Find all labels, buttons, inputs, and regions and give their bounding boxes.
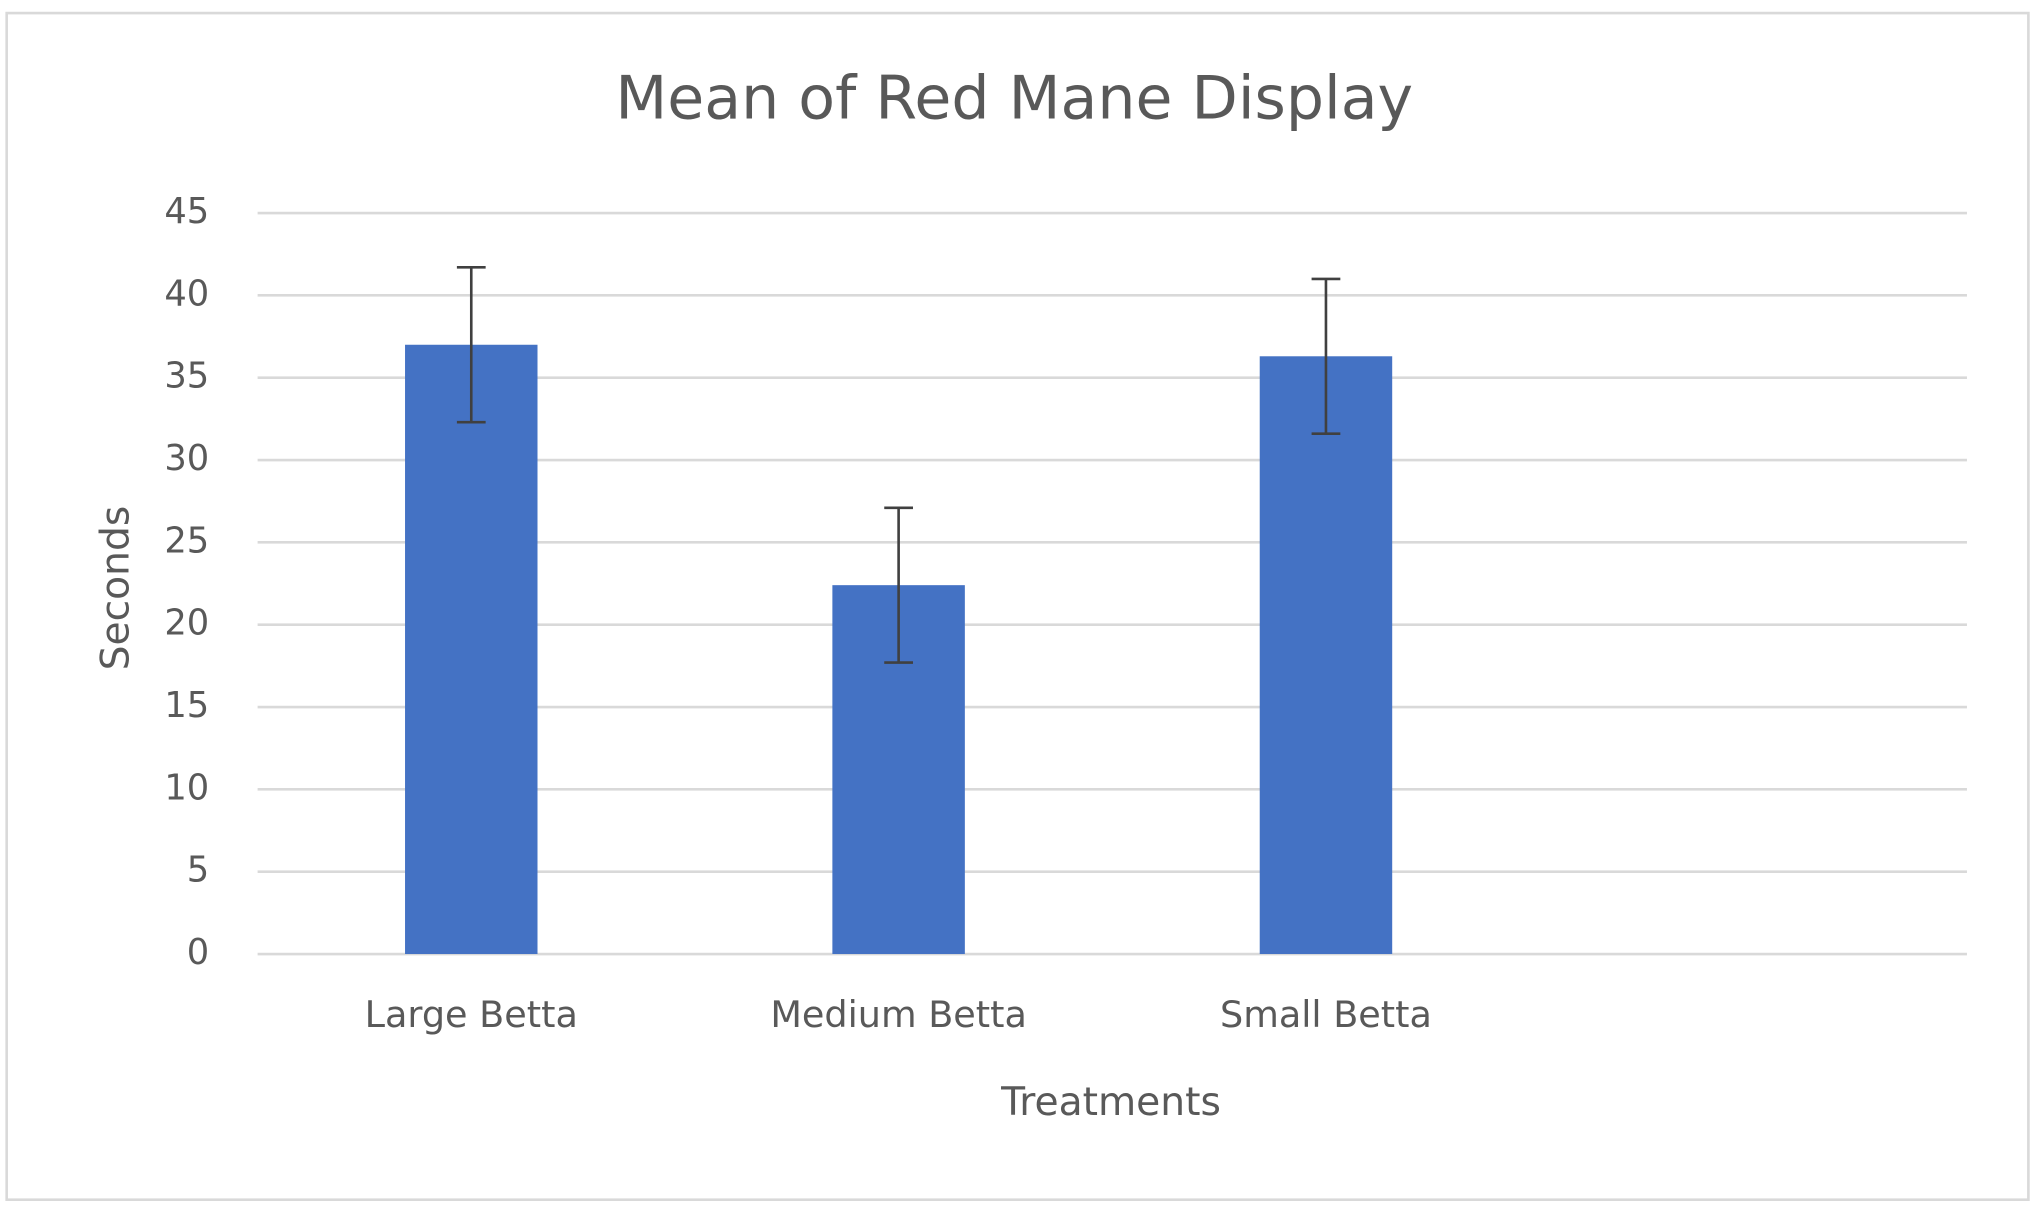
y-tick-label: 15 bbox=[164, 685, 209, 726]
y-tick-label: 45 bbox=[164, 191, 209, 232]
x-axis-label: Treatments bbox=[1000, 1080, 1221, 1125]
y-tick-label: 0 bbox=[187, 932, 209, 973]
y-tick-label: 10 bbox=[164, 767, 209, 808]
chart-title: Mean of Red Mane Display bbox=[615, 64, 1413, 134]
y-tick-label: 5 bbox=[187, 850, 209, 891]
y-tick-label: 40 bbox=[164, 273, 209, 314]
y-axis-label: Seconds bbox=[93, 506, 138, 671]
x-tick-label: Large Betta bbox=[365, 993, 578, 1036]
y-tick-label: 30 bbox=[164, 438, 209, 479]
x-tick-label: Medium Betta bbox=[770, 993, 1027, 1036]
y-tick-label: 25 bbox=[164, 520, 209, 561]
bar bbox=[405, 344, 538, 955]
x-tick-label: Small Betta bbox=[1220, 993, 1432, 1036]
chart-border bbox=[5, 11, 2030, 1202]
y-tick-label: 20 bbox=[164, 603, 209, 644]
bar bbox=[1259, 356, 1393, 955]
y-tick-label: 35 bbox=[164, 356, 209, 397]
